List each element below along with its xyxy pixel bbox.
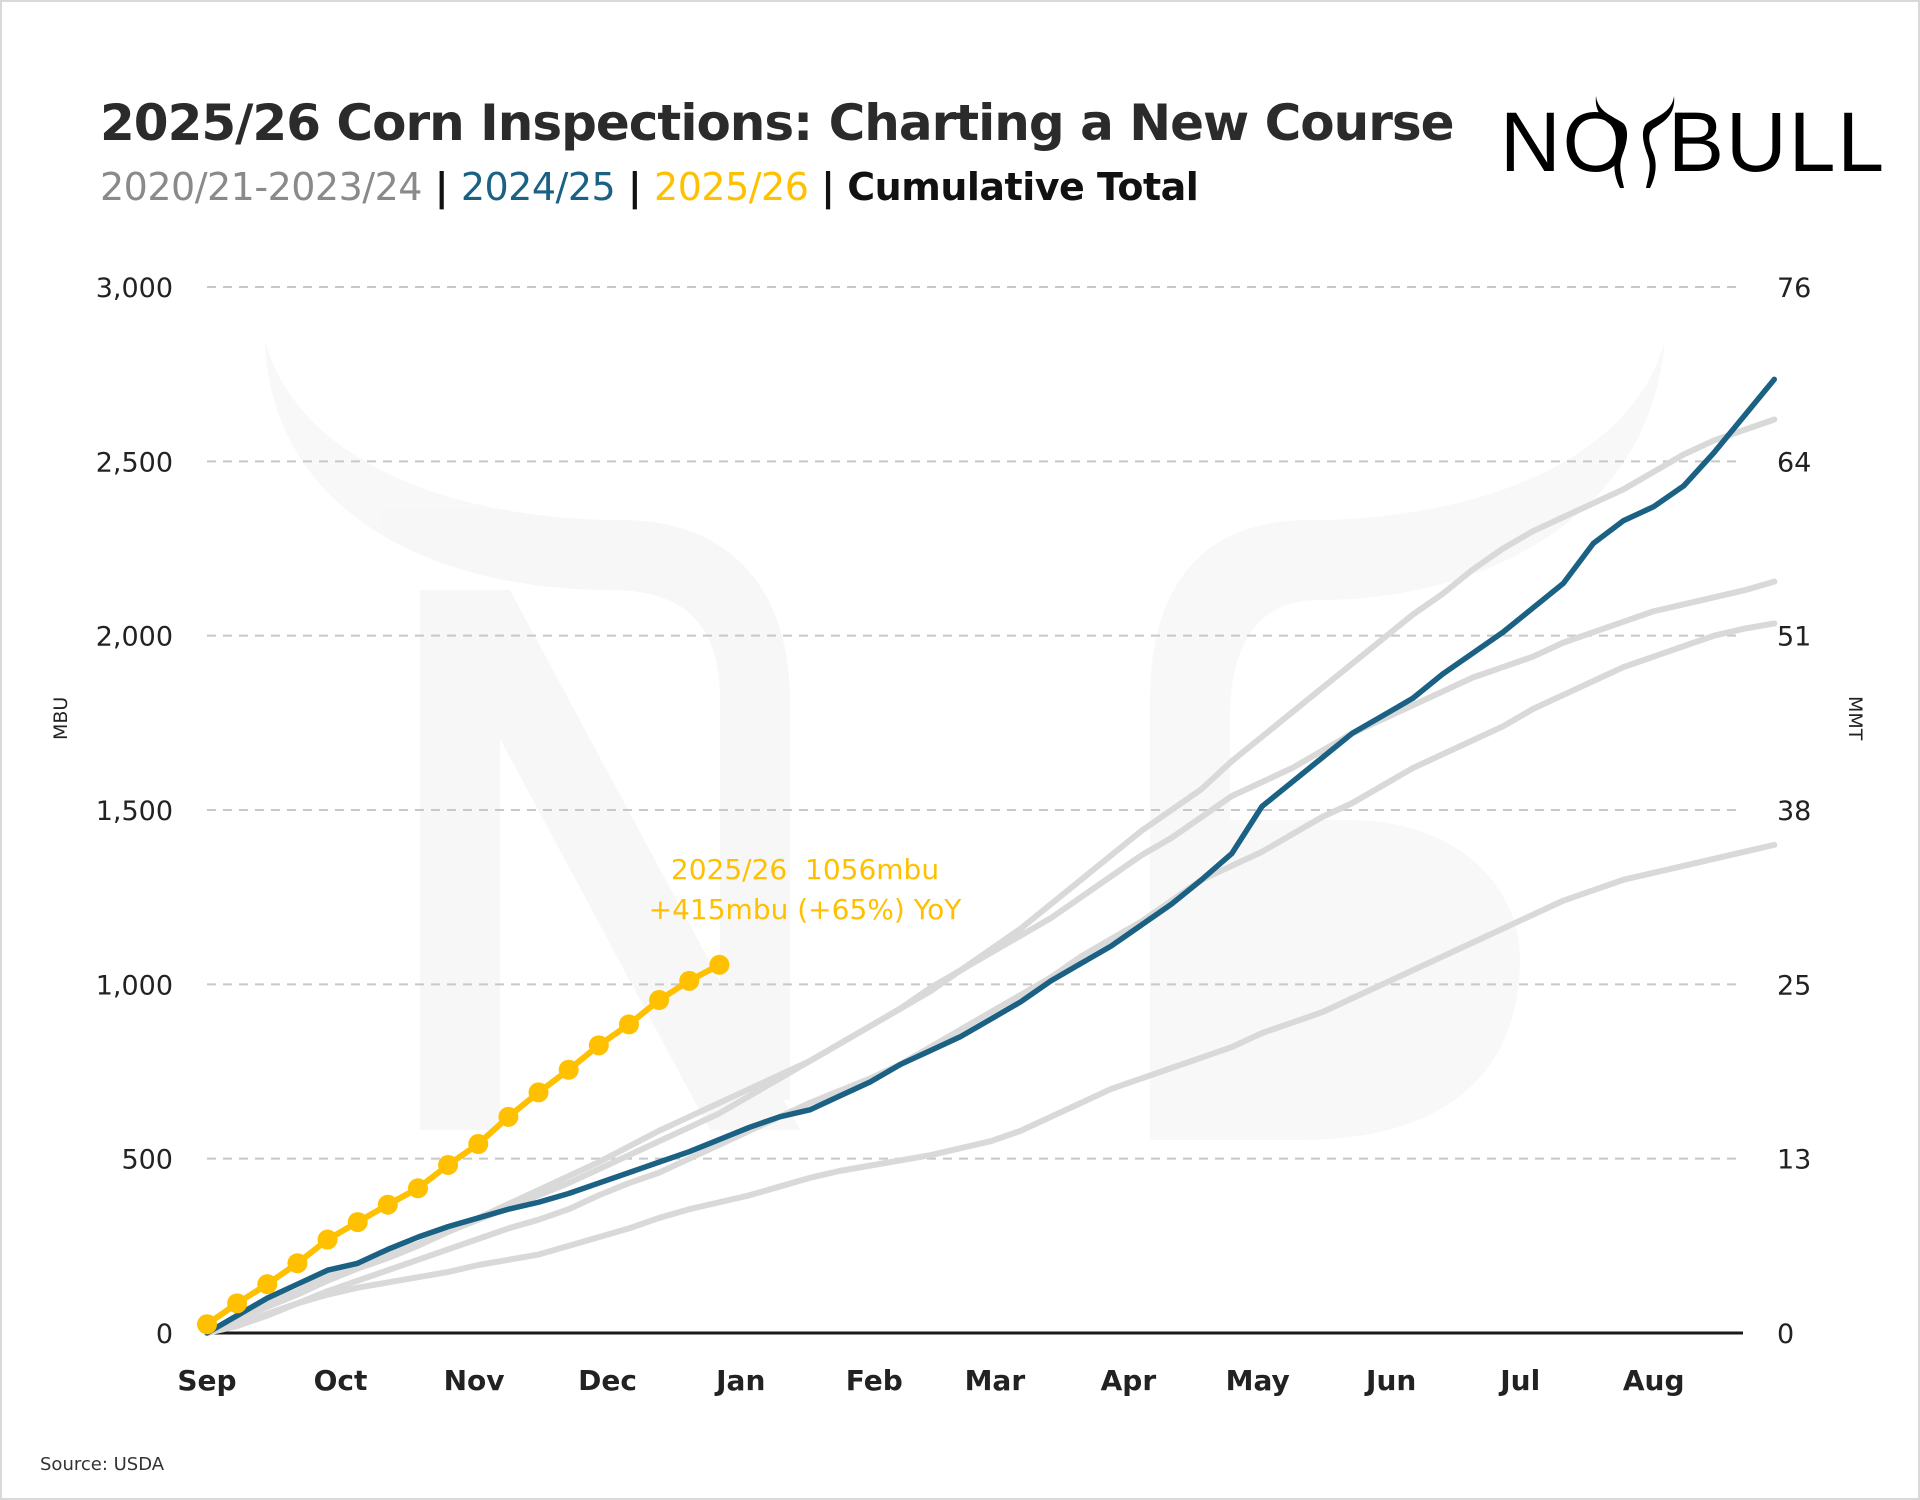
data-point-current-year <box>468 1134 489 1155</box>
nobull-logo: NO BULL <box>1500 92 1884 192</box>
legend-separator: | <box>434 165 449 209</box>
x-tick-label: Feb <box>846 1364 903 1397</box>
x-tick-label: Dec <box>578 1364 637 1397</box>
data-point-current-year <box>257 1274 278 1295</box>
legend-historical: 2020/21-2023/24 <box>100 165 422 209</box>
y-tick-label-left: 0 <box>156 1319 173 1350</box>
data-point-current-year <box>377 1194 398 1215</box>
data-point-current-year <box>618 1014 639 1035</box>
y-tick-label-left: 2,500 <box>96 447 173 478</box>
data-point-current-year <box>558 1059 579 1080</box>
data-point-current-year <box>588 1035 609 1056</box>
y-tick-label-right: 51 <box>1777 622 1811 653</box>
y-tick-label-right: 76 <box>1777 273 1811 304</box>
legend-separator: | <box>627 165 642 209</box>
nobull-watermark <box>265 340 1665 1140</box>
legend-prior-year: 2024/25 <box>460 165 616 209</box>
data-point-current-year <box>498 1106 519 1127</box>
series-line-2020-21-2023-24-c- <box>204 620 1778 1336</box>
x-tick-label: Jul <box>1498 1364 1540 1397</box>
series-line-2020-21-2023-24-d- <box>204 841 1778 1336</box>
logo-text-right: BULL <box>1668 95 1887 189</box>
y-tick-label-right: 38 <box>1777 796 1811 827</box>
y-tick-label-left: 500 <box>121 1145 173 1176</box>
bull-horns-icon <box>1595 96 1675 188</box>
data-point-current-year <box>679 970 700 991</box>
y-tick-label-left: 3,000 <box>96 273 173 304</box>
legend-current-year: 2025/26 <box>654 165 809 209</box>
data-point-current-year <box>709 954 730 975</box>
annotation-line-1: 2025/26 1056mbu <box>670 853 940 886</box>
x-tick-label: Jan <box>714 1364 765 1397</box>
y-tick-label-right: 13 <box>1777 1145 1811 1176</box>
x-tick-label: Mar <box>965 1364 1026 1397</box>
x-tick-label: Aug <box>1623 1364 1685 1397</box>
data-point-current-year <box>197 1314 217 1335</box>
x-tick-label: Jun <box>1364 1364 1416 1397</box>
y-tick-label-left: 1,500 <box>96 796 173 827</box>
x-tick-label: Apr <box>1101 1364 1157 1397</box>
series-line-2024-25 <box>204 376 1778 1336</box>
data-point-current-year <box>347 1212 368 1233</box>
x-tick-label: Nov <box>444 1364 505 1397</box>
logo-text-left: NO <box>1500 95 1630 189</box>
y-tick-label-left: 1,000 <box>96 970 173 1001</box>
data-point-current-year <box>227 1293 248 1314</box>
data-point-current-year <box>317 1229 338 1250</box>
annotation-current-year: 2025/26 1056mbu +415mbu (+65%) YoY <box>605 850 1005 930</box>
x-tick-label: May <box>1226 1364 1290 1397</box>
data-point-current-year <box>528 1082 549 1103</box>
y-tick-label-left: 2,000 <box>96 622 173 653</box>
legend-separator: | <box>821 165 835 209</box>
y-tick-label-right: 25 <box>1777 970 1811 1001</box>
y-axis-right: 0 13 25 38 51 64 76 <box>1777 273 1811 1350</box>
chart-subtitle: 2020/21-2023/24 | 2024/25 | 2025/26 | Cu… <box>100 165 1199 209</box>
x-axis: Sep Oct Nov Dec Jan Feb Mar Apr May Jun Jul Aug <box>177 1364 1684 1397</box>
y-axis-left: 0 500 1,000 1,500 2,000 2,500 3,000 <box>96 273 173 1350</box>
series-group <box>197 376 1778 1336</box>
gridlines <box>207 286 1743 1160</box>
x-tick-label: Oct <box>314 1364 368 1397</box>
data-point-current-year <box>287 1253 308 1274</box>
data-point-current-year <box>649 990 670 1011</box>
chart-title: 2025/26 Corn Inspections: Charting a New… <box>100 94 1455 152</box>
x-tick-label: Sep <box>177 1364 236 1397</box>
y-tick-label-right: 64 <box>1777 447 1811 478</box>
annotation-line-2: +415mbu (+65%) YoY <box>648 893 962 926</box>
legend-metric: Cumulative Total <box>847 165 1199 209</box>
data-point-current-year <box>438 1154 459 1175</box>
y-tick-label-right: 0 <box>1777 1319 1794 1350</box>
data-point-current-year <box>407 1178 428 1199</box>
source-note: Source: USDA <box>40 1454 165 1475</box>
